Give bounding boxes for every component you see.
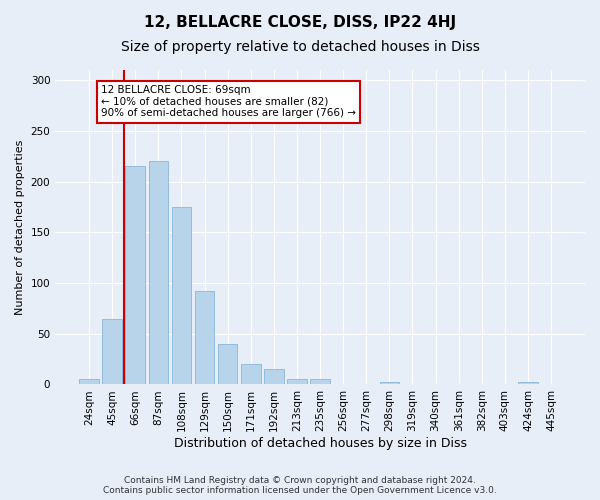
Bar [103, 318, 122, 384]
Bar [287, 380, 307, 384]
Bar [218, 344, 238, 385]
Bar [195, 291, 214, 384]
Text: 12, BELLACRE CLOSE, DISS, IP22 4HJ: 12, BELLACRE CLOSE, DISS, IP22 4HJ [144, 15, 456, 30]
Bar [310, 380, 330, 384]
Bar [149, 162, 168, 384]
Text: 12 BELLACRE CLOSE: 69sqm
← 10% of detached houses are smaller (82)
90% of semi-d: 12 BELLACRE CLOSE: 69sqm ← 10% of detach… [101, 85, 356, 118]
Bar [79, 380, 99, 384]
Bar [172, 207, 191, 384]
Bar [380, 382, 399, 384]
X-axis label: Distribution of detached houses by size in Diss: Distribution of detached houses by size … [173, 437, 467, 450]
Bar [241, 364, 260, 384]
Text: Size of property relative to detached houses in Diss: Size of property relative to detached ho… [121, 40, 479, 54]
Y-axis label: Number of detached properties: Number of detached properties [15, 140, 25, 315]
Text: Contains HM Land Registry data © Crown copyright and database right 2024.
Contai: Contains HM Land Registry data © Crown c… [103, 476, 497, 495]
Bar [518, 382, 538, 384]
Bar [264, 369, 284, 384]
Bar [125, 166, 145, 384]
